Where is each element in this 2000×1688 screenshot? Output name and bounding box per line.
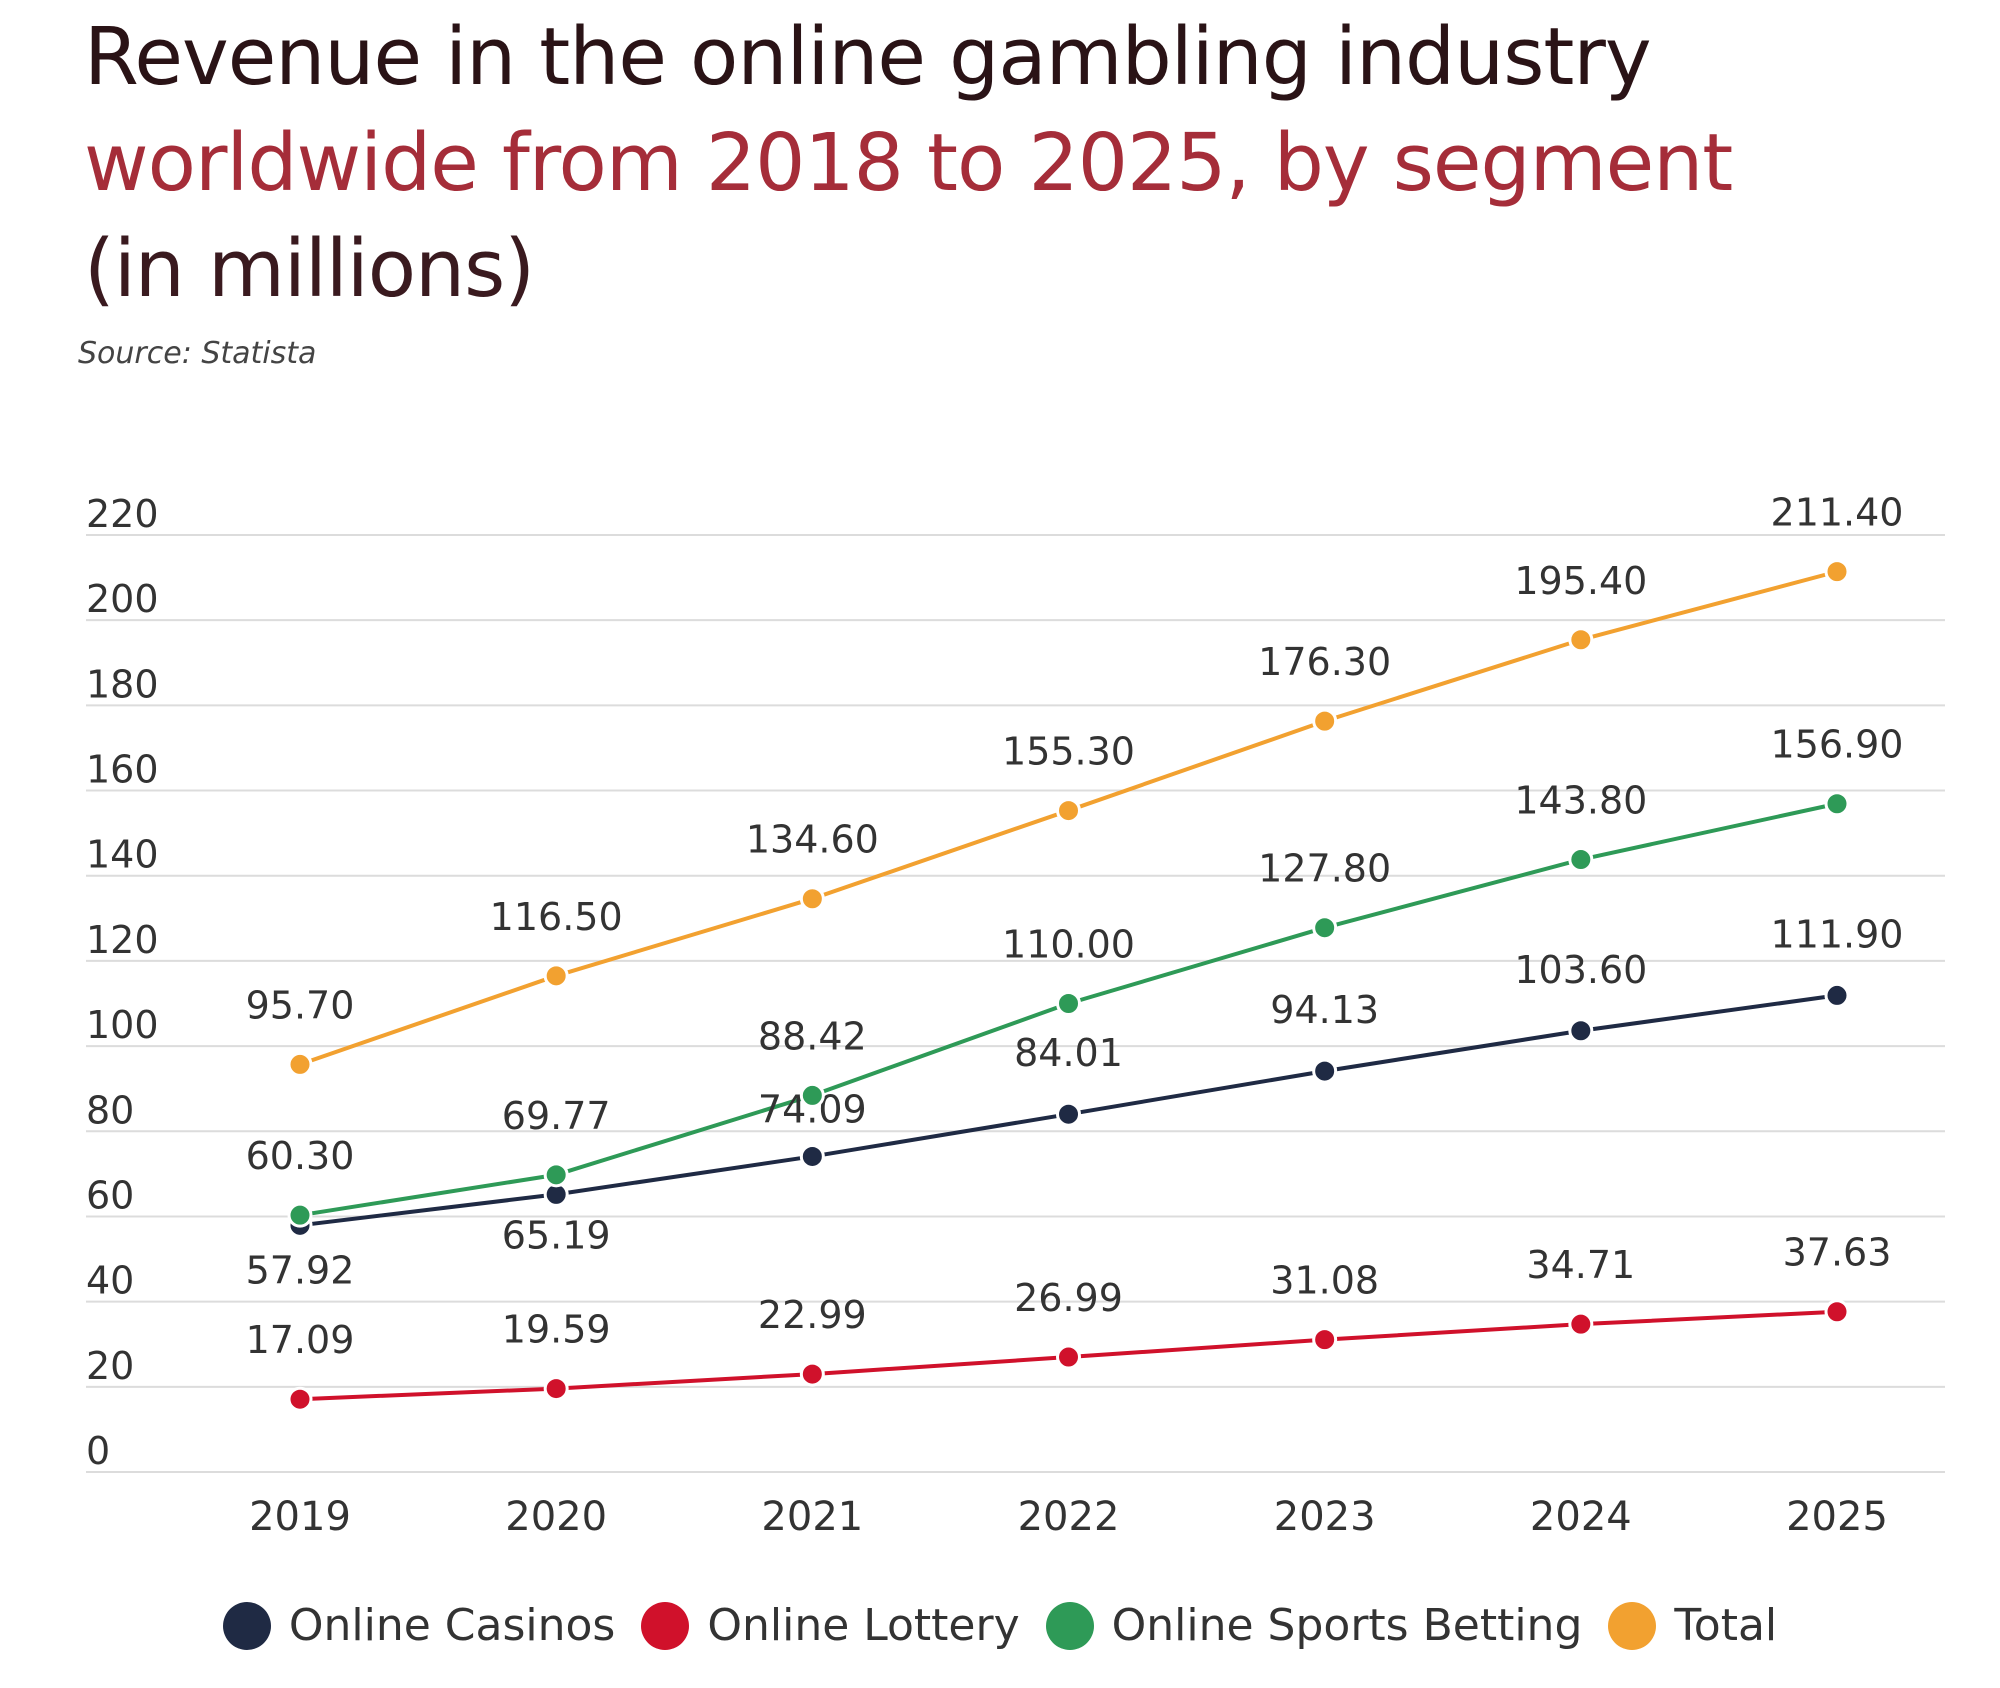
data-label: 116.50 [490,895,623,939]
y-tick-label: 20 [86,1344,134,1388]
data-label: 88.42 [758,1014,867,1058]
data-point [543,1376,569,1402]
data-point [1568,1311,1594,1337]
data-point [543,1162,569,1188]
data-point [1056,1344,1081,1370]
data-label: 176.30 [1258,640,1391,684]
x-tick-label: 2024 [1530,1494,1632,1540]
legend-item: Online Lottery [641,1600,1020,1651]
data-point [1824,982,1850,1008]
y-tick-label: 60 [86,1173,134,1217]
data-point [1312,1327,1338,1353]
y-tick-label: 200 [86,577,159,621]
legend-label: Online Casinos [288,1600,616,1651]
x-tick-label: 2019 [249,1494,351,1540]
data-label: 60.30 [246,1134,355,1178]
title-line-1: Revenue in the online gambling industry [84,11,1652,103]
data-label: 127.80 [1258,847,1391,891]
data-label: 156.90 [1771,723,1904,767]
x-tick-label: 2020 [505,1494,607,1540]
data-label: 22.99 [758,1293,867,1337]
data-point [1568,627,1594,653]
data-point [287,1051,313,1077]
data-label: 17.09 [246,1318,355,1362]
y-tick-label: 120 [86,918,159,962]
data-point [799,886,825,912]
data-point [1056,1101,1081,1127]
data-point [799,1143,825,1169]
y-tick-label: 180 [86,662,159,706]
data-label: 143.80 [1514,779,1647,823]
legend-label: Total [1674,1600,1778,1651]
y-tick-label: 160 [86,748,159,792]
legend-label: Online Lottery [707,1600,1020,1651]
x-tick-label: 2022 [1018,1494,1120,1540]
legend-item: Online Sports Betting [1045,1600,1583,1651]
line-chart: 0 20 40 60 80 100 120 140 160 180 200 220 2019 2020 20… [86,491,1945,1540]
y-tick-label: 40 [86,1259,134,1303]
legend-label: Online Sports Betting [1111,1600,1583,1651]
y-tick-label: 0 [86,1429,110,1473]
legend-swatch [1608,1601,1657,1650]
data-label: 95.70 [246,983,355,1027]
title-line-2: worldwide from 2018 to 2025, by segment [84,117,1733,209]
data-point [1056,991,1081,1016]
legend-swatch [222,1601,271,1650]
legend-item: Total [1608,1600,1777,1651]
data-label: 57.92 [246,1248,355,1292]
data-point [1056,798,1081,824]
data-point [1824,791,1850,817]
title-line-3: (in millions) [84,223,535,315]
y-tick-label: 80 [86,1088,134,1132]
data-point [1312,915,1338,941]
data-label: 34.71 [1526,1243,1635,1287]
x-tick-label: 2023 [1274,1494,1376,1540]
legend-swatch [1045,1601,1094,1650]
x-tick-label: 2025 [1786,1494,1888,1540]
source-note: Source: Statista [78,336,317,371]
data-point [799,1082,825,1108]
data-label: 37.63 [1783,1231,1892,1275]
data-point [799,1361,825,1387]
data-point [1824,559,1850,585]
data-point [1312,1058,1338,1084]
data-point [543,963,569,989]
data-label: 195.40 [1514,559,1647,603]
data-label: 65.19 [502,1213,611,1257]
data-label: 211.40 [1771,491,1904,535]
y-tick-label: 140 [86,833,159,877]
y-tick-label: 220 [86,492,159,536]
data-point [1568,1018,1594,1044]
data-point [287,1386,313,1412]
data-point [1824,1299,1850,1325]
chart-title: Revenue in the online gambling industry … [84,4,1884,322]
data-label: 84.01 [1014,1031,1123,1075]
data-point [1312,708,1338,734]
data-label: 26.99 [1014,1276,1123,1320]
x-tick-label: 2021 [761,1494,863,1540]
data-label: 134.60 [746,818,879,862]
data-point [287,1202,313,1228]
data-label: 69.77 [502,1094,611,1138]
chart-legend: Online Casinos Online Lottery Online Sport… [0,1600,2000,1651]
data-label: 110.00 [1002,923,1135,967]
data-point [1568,847,1594,873]
y-tick-label: 100 [86,1003,159,1047]
data-label: 31.08 [1270,1259,1379,1303]
data-label: 94.13 [1270,988,1379,1032]
legend-item: Online Casinos [222,1600,616,1651]
data-label: 111.90 [1771,912,1904,956]
legend-swatch [641,1601,690,1650]
data-label: 155.30 [1002,730,1135,774]
data-label: 103.60 [1514,948,1647,992]
data-label: 19.59 [502,1308,611,1352]
